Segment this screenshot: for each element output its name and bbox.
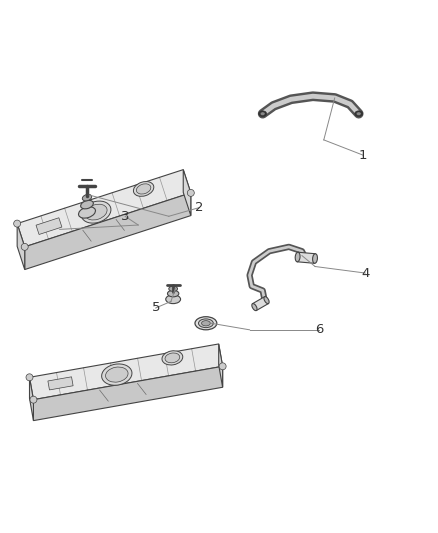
Polygon shape (29, 377, 33, 421)
Circle shape (30, 396, 37, 403)
Ellipse shape (195, 317, 217, 330)
Ellipse shape (166, 295, 180, 304)
Ellipse shape (82, 195, 92, 201)
Circle shape (26, 374, 33, 381)
Text: 5: 5 (152, 302, 160, 314)
Ellipse shape (252, 304, 257, 311)
Polygon shape (17, 169, 191, 247)
Ellipse shape (264, 296, 269, 304)
Ellipse shape (165, 353, 180, 363)
Ellipse shape (78, 207, 95, 218)
Circle shape (187, 189, 194, 196)
Ellipse shape (81, 201, 111, 223)
Circle shape (14, 220, 21, 227)
Ellipse shape (313, 254, 318, 263)
Text: 6: 6 (315, 324, 324, 336)
Polygon shape (29, 344, 223, 400)
Ellipse shape (85, 204, 107, 220)
Text: 4: 4 (361, 266, 369, 279)
Ellipse shape (134, 182, 154, 196)
Polygon shape (219, 344, 223, 387)
Text: 1: 1 (359, 149, 367, 161)
Polygon shape (36, 218, 62, 235)
Circle shape (21, 244, 28, 251)
Ellipse shape (198, 319, 213, 328)
Ellipse shape (106, 367, 128, 382)
Ellipse shape (169, 286, 177, 292)
Polygon shape (297, 252, 315, 263)
Ellipse shape (295, 252, 300, 262)
Polygon shape (48, 377, 73, 390)
Ellipse shape (167, 290, 179, 297)
Polygon shape (17, 224, 25, 270)
Ellipse shape (201, 321, 210, 326)
Ellipse shape (136, 184, 151, 194)
Text: 3: 3 (121, 210, 129, 223)
Polygon shape (183, 169, 191, 215)
Ellipse shape (259, 111, 267, 117)
Polygon shape (252, 297, 268, 311)
Text: 2: 2 (195, 201, 204, 214)
Ellipse shape (355, 111, 363, 117)
Polygon shape (25, 193, 191, 270)
Ellipse shape (357, 112, 361, 116)
Ellipse shape (81, 200, 93, 209)
Ellipse shape (102, 364, 132, 385)
Ellipse shape (162, 351, 183, 365)
Circle shape (219, 363, 226, 370)
Ellipse shape (260, 112, 265, 116)
Polygon shape (33, 366, 223, 421)
